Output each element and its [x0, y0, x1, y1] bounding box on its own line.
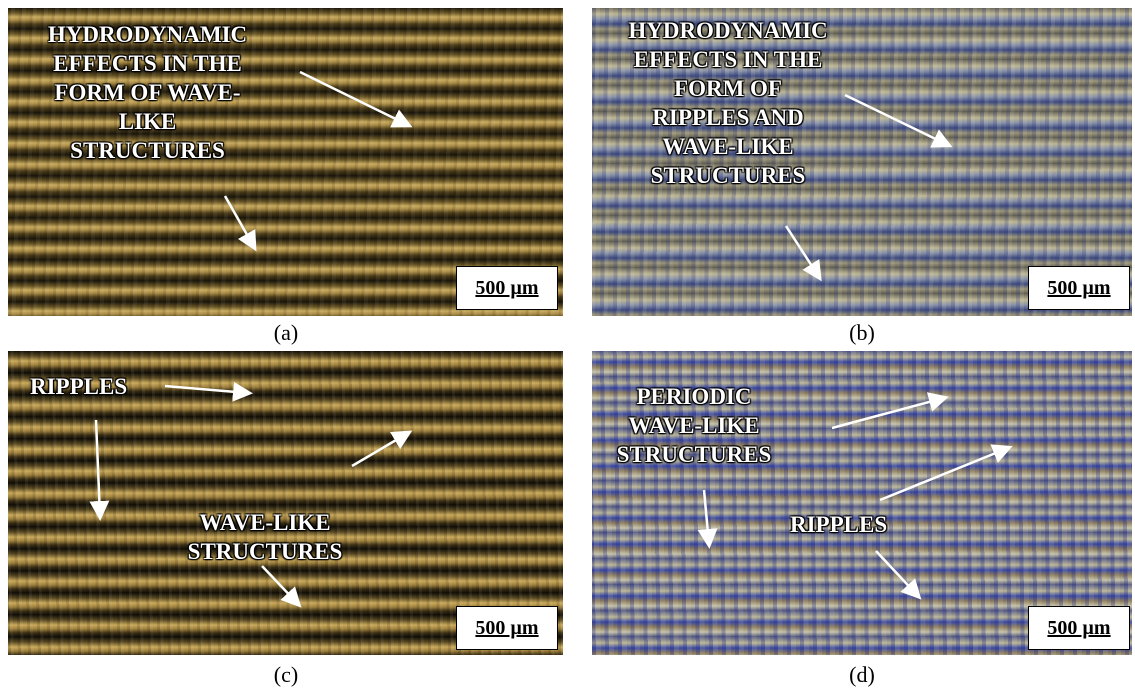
- annotation-line: FORM OF WAVE-: [20, 78, 275, 107]
- annotation-line: FORM OF: [598, 74, 858, 103]
- arrow: [225, 196, 254, 247]
- annotation-line: EFFECTS IN THE: [598, 45, 858, 74]
- annotation-line: WAVE-LIKE: [140, 508, 390, 537]
- annotation-line: HYDRODYNAMIC: [598, 16, 858, 45]
- annotation: WAVE-LIKE STRUCTURES: [140, 508, 390, 566]
- arrow: [704, 490, 709, 544]
- annotation-line: RIPPLES: [30, 372, 127, 401]
- scale-bar: 500 µm: [1028, 266, 1130, 310]
- scale-bar: 500 µm: [1028, 606, 1130, 650]
- scale-bar: 500 µm: [456, 606, 558, 650]
- annotation-line: RIPPLES AND: [598, 103, 858, 132]
- annotation-line: STRUCTURES: [594, 440, 794, 469]
- caption: (c): [256, 662, 316, 688]
- annotation-line: LIKE: [20, 107, 275, 136]
- arrow: [832, 398, 944, 428]
- annotation-line: WAVE-LIKE: [594, 411, 794, 440]
- arrow: [786, 226, 819, 277]
- caption: (a): [256, 320, 316, 346]
- annotation-line: PERIODIC: [594, 382, 794, 411]
- annotation-line: STRUCTURES: [598, 161, 858, 190]
- annotation-line: STRUCTURES: [140, 537, 390, 566]
- arrow: [300, 72, 408, 125]
- page: {"panels": [ {"caption": "(a)", "scale_b…: [0, 0, 1135, 693]
- arrow: [165, 386, 248, 393]
- caption: (b): [832, 320, 892, 346]
- arrow: [96, 420, 100, 516]
- arrow: [352, 433, 408, 466]
- arrow: [876, 551, 918, 596]
- annotation: RIPPLES: [30, 372, 127, 401]
- annotation-line: EFFECTS IN THE: [20, 49, 275, 78]
- caption: (d): [832, 662, 892, 688]
- annotation-line: RIPPLES: [790, 510, 887, 539]
- annotation: HYDRODYNAMIC EFFECTS IN THE FORM OF WAVE…: [20, 20, 275, 165]
- annotation: PERIODIC WAVE-LIKE STRUCTURES: [594, 382, 794, 469]
- annotation: HYDRODYNAMIC EFFECTS IN THE FORM OF RIPP…: [598, 16, 858, 190]
- arrow: [262, 566, 298, 604]
- arrow: [880, 448, 1008, 500]
- annotation-line: HYDRODYNAMIC: [20, 20, 275, 49]
- arrow: [845, 95, 948, 145]
- annotation-line: WAVE-LIKE: [598, 132, 858, 161]
- annotation: RIPPLES: [790, 510, 887, 539]
- scale-bar: 500 µm: [456, 266, 558, 310]
- annotation-line: STRUCTURES: [20, 136, 275, 165]
